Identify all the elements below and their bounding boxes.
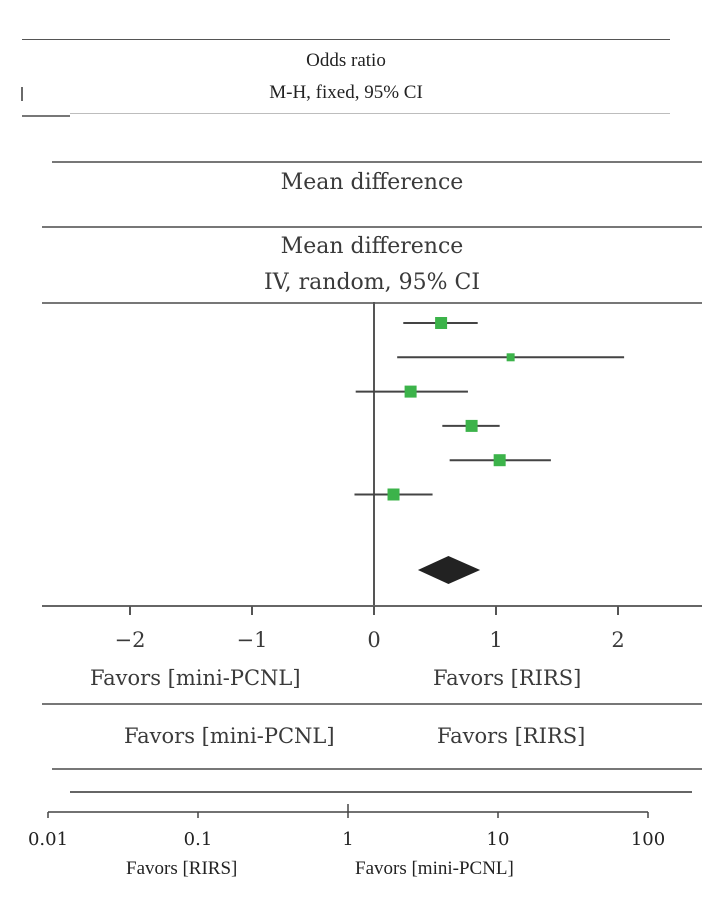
forest-plot-marks: −2 −1 0 1 2 bbox=[42, 302, 702, 650]
favors-row2-left: Favors [mini-PCNL] bbox=[124, 724, 335, 748]
log-tick-label: 1 bbox=[342, 829, 353, 850]
top-header-edge-mark bbox=[21, 87, 23, 101]
log-axis-label-right: Favors [mini-PCNL] bbox=[355, 858, 514, 879]
md-header-rule-bottom bbox=[42, 226, 702, 228]
top-header-rule-short bbox=[22, 115, 70, 117]
log-tick-label: 100 bbox=[631, 829, 665, 850]
x-tick-label: 2 bbox=[611, 628, 624, 650]
log-tick-label: 0.1 bbox=[184, 829, 213, 850]
log-axis-label-left: Favors [RIRS] bbox=[126, 858, 238, 879]
favors-row2-rule bbox=[52, 768, 702, 770]
log-plot-rule-top bbox=[70, 791, 692, 793]
md-header-rule-top bbox=[52, 161, 702, 163]
top-header-rule-top bbox=[22, 39, 670, 40]
log-axis: 0.01 0.1 1 10 100 bbox=[28, 804, 665, 850]
forest-plot: −2 −1 0 1 2 bbox=[42, 302, 702, 650]
favors-row1-right: Favors [RIRS] bbox=[433, 666, 582, 690]
study-marker bbox=[506, 353, 515, 362]
top-header-line2: M-H, fixed, 95% CI bbox=[269, 82, 423, 103]
favors-row1-rule bbox=[42, 703, 702, 705]
log-tick-label: 10 bbox=[487, 829, 510, 850]
top-header-line1: Odds ratio bbox=[306, 50, 386, 71]
forest-header-rule-bottom bbox=[42, 302, 702, 304]
forest-header-line2: IV, random, 95% CI bbox=[263, 270, 481, 295]
x-tick-label: −1 bbox=[237, 628, 268, 650]
x-tick-label: 0 bbox=[367, 628, 380, 650]
study-marker bbox=[493, 454, 506, 467]
study-marker bbox=[387, 488, 400, 501]
x-tick-label: −2 bbox=[115, 628, 146, 650]
pooled-diamond bbox=[417, 556, 481, 584]
study-marker bbox=[404, 385, 417, 398]
forest-header-line1: Mean difference bbox=[280, 234, 464, 259]
top-header-rule-bottom bbox=[70, 113, 670, 114]
study-marker bbox=[435, 317, 448, 329]
favors-row2-right: Favors [RIRS] bbox=[437, 724, 586, 748]
study-marker bbox=[465, 419, 478, 432]
favors-row1-left: Favors [mini-PCNL] bbox=[90, 666, 301, 690]
log-axis-marks: 0.01 0.1 1 10 100 bbox=[28, 804, 665, 850]
log-tick-label: 0.01 bbox=[28, 829, 68, 850]
x-tick-label: 1 bbox=[489, 628, 502, 650]
md-header-title: Mean difference bbox=[280, 170, 464, 195]
